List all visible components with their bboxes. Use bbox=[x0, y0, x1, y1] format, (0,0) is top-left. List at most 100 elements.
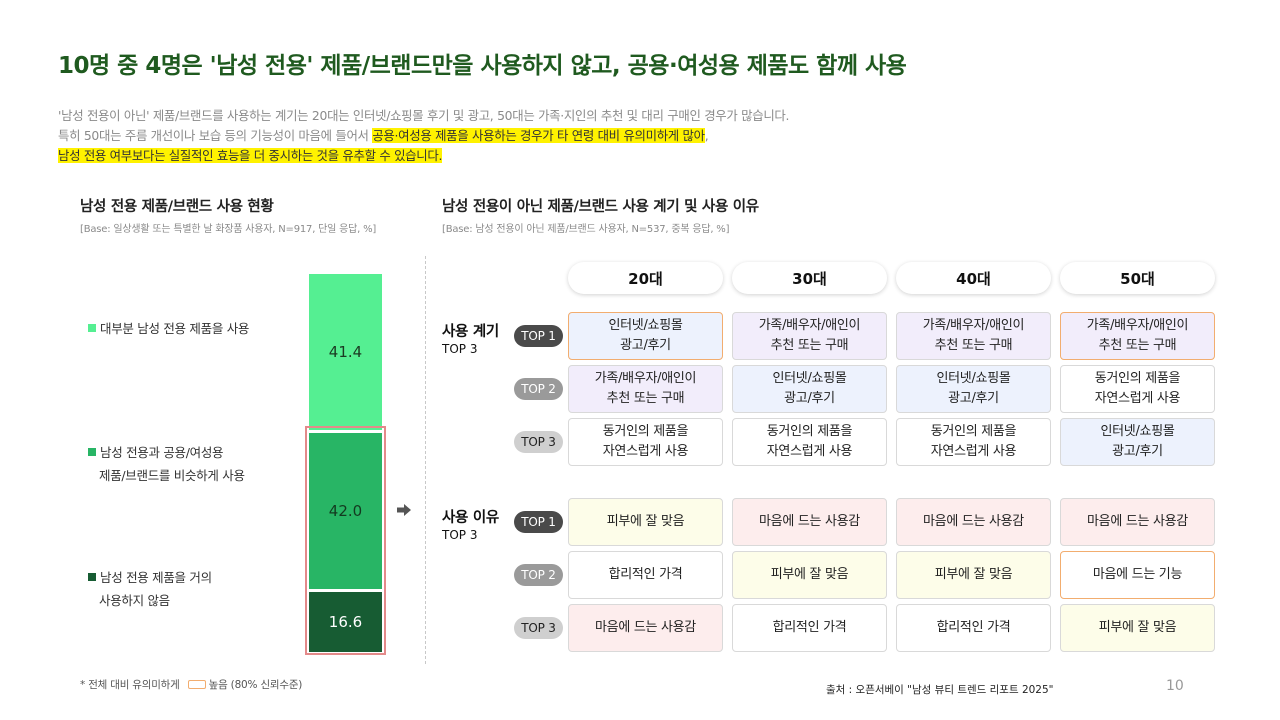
right-section-base: [Base: 남성 전용이 아닌 제품/브랜드 사용자, N=537, 중복 응… bbox=[442, 224, 730, 235]
cell-text: 마음에 드는 사용감 bbox=[595, 618, 696, 638]
cell-text-line-1: 가족/배우자/애인이 bbox=[922, 318, 1025, 333]
bar-segment-1: 41.4 bbox=[309, 274, 382, 430]
cell-text-line-1: 마음에 드는 사용감 bbox=[595, 620, 696, 635]
cell-reason-top3-col4: 피부에 잘 맞음 bbox=[1060, 604, 1215, 652]
rank-pill-top1: TOP 1 bbox=[514, 325, 563, 347]
cell-text-line-1: 동거인의 제품을 bbox=[1094, 371, 1181, 386]
cell-text: 마음에 드는 사용감 bbox=[759, 512, 860, 532]
cell-text-line-2: 광고/후기 bbox=[784, 391, 835, 406]
legend-label-3b: 사용하지 않음 bbox=[99, 593, 170, 608]
column-header-3: 40대 bbox=[896, 262, 1051, 294]
description-line-2-plain: 특히 50대는 주름 개선이나 보습 등의 기능성이 마음에 들어서 bbox=[58, 128, 373, 143]
arrow-right-icon bbox=[397, 504, 411, 516]
cell-text-line-1: 인터넷/쇼핑몰 bbox=[936, 371, 1011, 386]
section-label-2: 사용 이유 TOP 3 bbox=[442, 506, 499, 542]
cell-reason-top3-col2: 합리적인 가격 bbox=[732, 604, 887, 652]
cell-reason-top1-col2: 마음에 드는 사용감 bbox=[732, 498, 887, 546]
description-line-1: '남성 전용이 아닌' 제품/브랜드를 사용하는 계기는 20대는 인터넷/쇼핑… bbox=[58, 108, 790, 123]
cell-text-line-2: 자연스럽게 사용 bbox=[766, 444, 853, 459]
cell-trigger-top3-col2: 동거인의 제품을 자연스럽게 사용 bbox=[732, 418, 887, 466]
cell-text-line-2: 광고/후기 bbox=[1112, 444, 1163, 459]
cell-reason-top1-col3: 마음에 드는 사용감 bbox=[896, 498, 1051, 546]
cell-text-line-1: 마음에 드는 사용감 bbox=[759, 514, 860, 529]
cell-text-line-2: 자연스럽게 사용 bbox=[1094, 391, 1181, 406]
cell-text: 마음에 드는 기능 bbox=[1092, 565, 1183, 585]
cell-reason-top3-col1: 마음에 드는 사용감 bbox=[568, 604, 723, 652]
cell-text-line-1: 마음에 드는 기능 bbox=[1092, 567, 1183, 582]
cell-text-line-2: 추천 또는 구매 bbox=[934, 338, 1013, 353]
legend-label-1: 대부분 남성 전용 제품을 사용 bbox=[100, 321, 250, 336]
cell-text: 피부에 잘 맞음 bbox=[1099, 618, 1177, 638]
cell-text-line-1: 가족/배우자/애인이 bbox=[1086, 318, 1189, 333]
legend-label-3a: 남성 전용 제품을 거의 bbox=[100, 570, 212, 585]
cell-trigger-top3-col1: 동거인의 제품을 자연스럽게 사용 bbox=[568, 418, 723, 466]
stacked-bar-chart: 41.4 42.0 16.6 bbox=[309, 274, 382, 652]
cell-text-line-1: 마음에 드는 사용감 bbox=[923, 514, 1024, 529]
description: '남성 전용이 아닌' 제품/브랜드를 사용하는 계기는 20대는 인터넷/쇼핑… bbox=[58, 106, 789, 166]
column-header-1: 20대 bbox=[568, 262, 723, 294]
legend-label-2a: 남성 전용과 공용/여성용 bbox=[100, 445, 224, 460]
rank-pill-top3: TOP 3 bbox=[514, 431, 563, 453]
cell-text: 피부에 잘 맞음 bbox=[771, 565, 849, 585]
rank-pill-top3: TOP 3 bbox=[514, 617, 563, 639]
column-header-2: 30대 bbox=[732, 262, 887, 294]
description-highlight-1: 공용·여성용 제품을 사용하는 경우가 타 연령 대비 유의미하게 많아 bbox=[372, 128, 705, 143]
cell-text-line-2: 추천 또는 구매 bbox=[606, 391, 685, 406]
significance-box-icon bbox=[187, 680, 206, 689]
cell-reason-top2-col2: 피부에 잘 맞음 bbox=[732, 551, 887, 599]
cell-text-line-1: 가족/배우자/애인이 bbox=[594, 371, 697, 386]
legend-label-2b: 제품/브랜드를 비슷하게 사용 bbox=[99, 468, 245, 483]
section-label-1: 사용 계기 TOP 3 bbox=[442, 320, 499, 356]
page-number: 10 bbox=[1166, 678, 1184, 694]
cell-text-line-1: 합리적인 가격 bbox=[608, 567, 683, 582]
cell-text: 인터넷/쇼핑몰 광고/후기 bbox=[772, 369, 846, 409]
source-citation: 출처 : 오픈서베이 "남성 뷰티 트렌드 리포트 2025" bbox=[826, 684, 1054, 696]
cell-trigger-top2-col2: 인터넷/쇼핑몰 광고/후기 bbox=[732, 365, 887, 413]
footnote-text: * 전체 대비 유의미하게 bbox=[80, 679, 180, 691]
cell-trigger-top1-col4: 가족/배우자/애인이 추천 또는 구매 bbox=[1060, 312, 1215, 360]
cell-text-line-1: 동거인의 제품을 bbox=[930, 424, 1017, 439]
cell-text-line-1: 피부에 잘 맞음 bbox=[606, 514, 685, 529]
legend-swatch-1 bbox=[88, 324, 96, 332]
legend-item-rarely-male: 남성 전용 제품을 거의 사용하지 않음 bbox=[88, 566, 212, 612]
legend-item-mixed: 남성 전용과 공용/여성용 제품/브랜드를 비슷하게 사용 bbox=[88, 441, 245, 487]
legend-swatch-2 bbox=[88, 448, 96, 456]
rank-pill-top2: TOP 2 bbox=[514, 564, 563, 586]
bar-segment-3: 16.6 bbox=[309, 592, 382, 652]
bar-value-label-2: 42.0 bbox=[328, 502, 363, 520]
description-line-2: 특히 50대는 주름 개선이나 보습 등의 기능성이 마음에 들어서 공용·여성… bbox=[58, 126, 789, 146]
cell-text: 동거인의 제품을 자연스럽게 사용 bbox=[766, 422, 853, 462]
cell-reason-top2-col3: 피부에 잘 맞음 bbox=[896, 551, 1051, 599]
legend-item-mostly-male: 대부분 남성 전용 제품을 사용 bbox=[88, 317, 249, 340]
cell-text: 피부에 잘 맞음 bbox=[607, 512, 685, 532]
footnote-box-label: 높음 (80% 신뢰수준) bbox=[208, 679, 303, 691]
cell-text-line-1: 피부에 잘 맞음 bbox=[770, 567, 849, 582]
cell-trigger-top1-col2: 가족/배우자/애인이 추천 또는 구매 bbox=[732, 312, 887, 360]
cell-text-line-2: 광고/후기 bbox=[948, 391, 999, 406]
cell-text: 마음에 드는 사용감 bbox=[1087, 512, 1188, 532]
cell-text-line-2: 광고/후기 bbox=[620, 338, 671, 353]
section-label-sub: TOP 3 bbox=[442, 528, 478, 542]
cell-text-line-2: 자연스럽게 사용 bbox=[602, 444, 689, 459]
rank-pill-top1: TOP 1 bbox=[514, 511, 563, 533]
section-label-main: 사용 이유 bbox=[442, 510, 499, 526]
cell-text-line-1: 합리적인 가격 bbox=[936, 620, 1011, 635]
bar-highlight-outline bbox=[305, 426, 386, 655]
cell-text-line-1: 인터넷/쇼핑몰 bbox=[1100, 424, 1175, 439]
cell-text-line-1: 피부에 잘 맞음 bbox=[934, 567, 1013, 582]
cell-text: 합리적인 가격 bbox=[609, 565, 683, 585]
cell-text-line-1: 인터넷/쇼핑몰 bbox=[608, 318, 683, 333]
cell-reason-top1-col1: 피부에 잘 맞음 bbox=[568, 498, 723, 546]
section-label-main: 사용 계기 bbox=[442, 324, 499, 340]
description-line-2-end: , bbox=[704, 128, 709, 143]
cell-text-line-1: 가족/배우자/애인이 bbox=[758, 318, 861, 333]
left-section-base: [Base: 일상생활 또는 특별한 날 화장품 사용자, N=917, 단일 … bbox=[80, 224, 377, 235]
legend-swatch-3 bbox=[88, 573, 96, 581]
cell-reason-top1-col4: 마음에 드는 사용감 bbox=[1060, 498, 1215, 546]
